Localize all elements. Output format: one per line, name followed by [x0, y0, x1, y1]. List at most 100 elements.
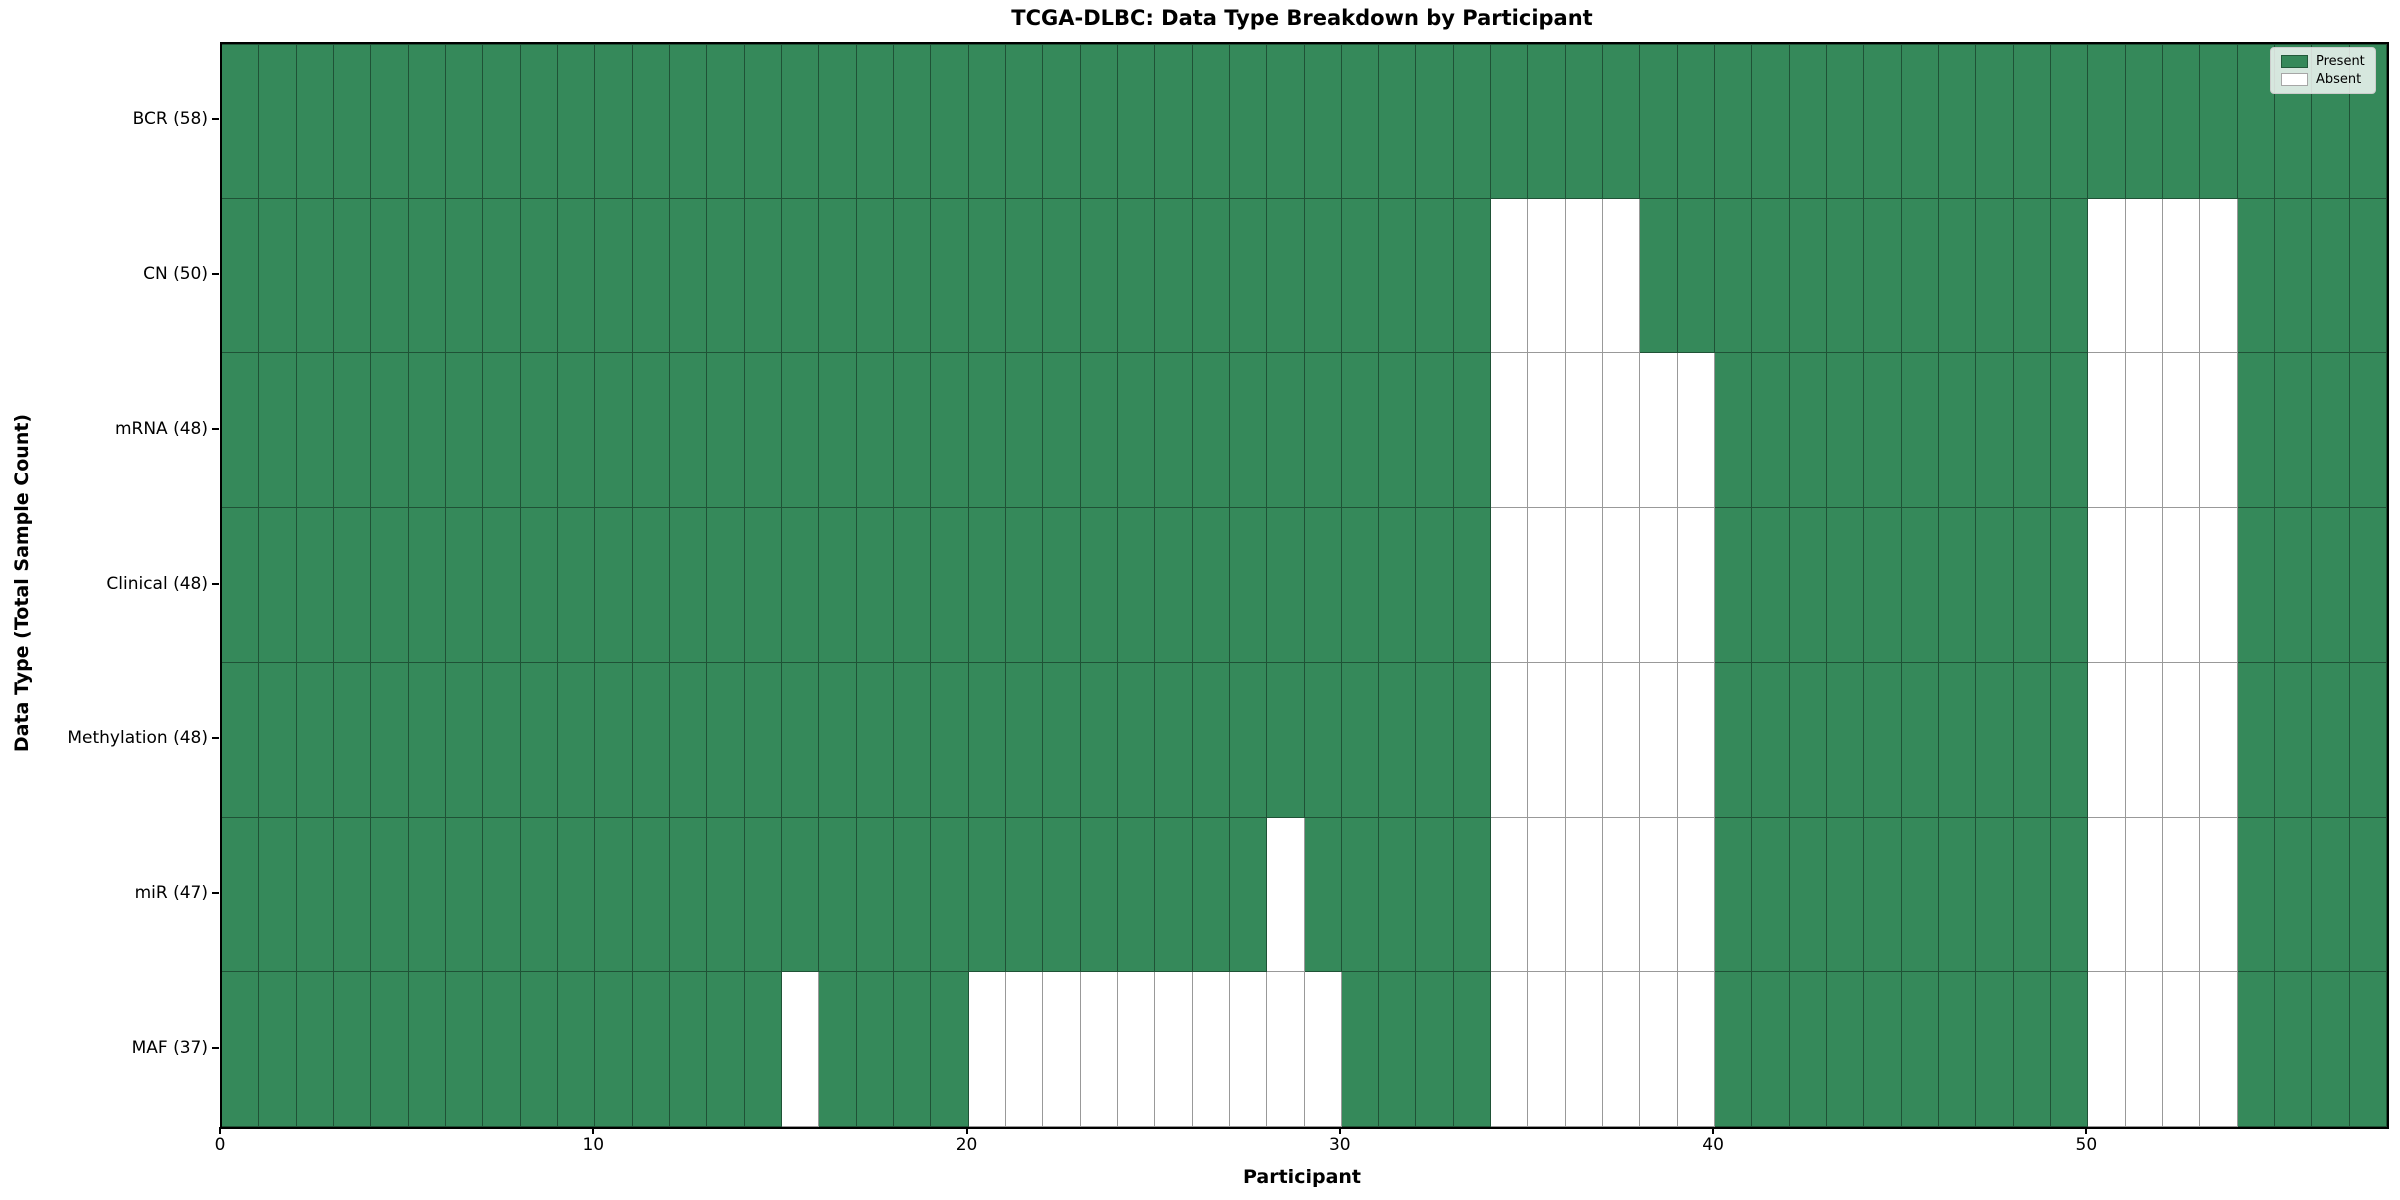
heatmap-cell	[520, 353, 558, 509]
heatmap-cell	[931, 508, 969, 663]
heatmap-cell	[1528, 44, 1566, 199]
heatmap-cell	[1976, 44, 2014, 199]
heatmap-cell	[2163, 817, 2201, 973]
heatmap-cell	[893, 44, 932, 199]
heatmap-cell	[1117, 972, 1156, 1127]
heatmap-cell	[557, 972, 596, 1127]
heatmap-cell	[2349, 508, 2387, 663]
legend-absent-label: Absent	[2316, 72, 2362, 87]
heatmap-cell	[408, 353, 446, 509]
heatmap-cell	[2051, 198, 2089, 354]
heatmap-cell	[371, 662, 409, 818]
heatmap-cell	[744, 972, 782, 1127]
heatmap-cell	[595, 353, 633, 509]
heatmap-cell	[744, 817, 782, 973]
heatmap-cell	[744, 198, 782, 354]
heatmap-cell	[1267, 198, 1305, 354]
heatmap-cell	[296, 817, 334, 973]
heatmap-cell	[1715, 44, 1753, 199]
heatmap-cell	[2312, 662, 2350, 818]
heatmap-cell	[1864, 662, 1902, 818]
heatmap-cell	[1640, 508, 1678, 663]
heatmap-cell	[1155, 817, 1193, 973]
heatmap-cell	[2163, 972, 2201, 1127]
heatmap-cell	[520, 508, 558, 663]
heatmap-cell	[1752, 817, 1790, 973]
heatmap-cell	[707, 508, 745, 663]
heatmap-cell	[1005, 44, 1044, 199]
heatmap-cell	[483, 508, 521, 663]
heatmap-cell	[371, 972, 409, 1127]
heatmap-cell	[2088, 198, 2126, 354]
heatmap-cell	[333, 817, 372, 973]
heatmap-cell	[1677, 198, 1716, 354]
heatmap-cell	[931, 353, 969, 509]
heatmap-cell	[931, 972, 969, 1127]
heatmap-cell	[1789, 353, 1828, 509]
heatmap-cell	[222, 44, 260, 199]
heatmap-cell	[669, 508, 708, 663]
heatmap-cell	[1640, 662, 1678, 818]
heatmap-cell	[707, 972, 745, 1127]
heatmap-cell	[819, 44, 857, 199]
heatmap-cell	[1864, 817, 1902, 973]
y-tick-label: BCR (58)	[132, 109, 208, 130]
heatmap-cell	[1080, 44, 1118, 199]
heatmap-cell	[1304, 662, 1342, 818]
heatmap-cell	[1379, 662, 1417, 818]
heatmap-cell	[408, 972, 446, 1127]
heatmap-cell	[1043, 972, 1081, 1127]
heatmap-cell	[333, 198, 372, 354]
heatmap-cell	[1976, 972, 2014, 1127]
heatmap-cell	[781, 198, 820, 354]
heatmap-cell	[1939, 353, 1977, 509]
heatmap-cell	[2237, 353, 2276, 509]
heatmap-cell	[1715, 817, 1753, 973]
y-tick-label: mRNA (48)	[114, 418, 208, 439]
heatmap-cell	[1117, 198, 1156, 354]
heatmap-cell	[1453, 662, 1492, 818]
heatmap-cell	[2312, 817, 2350, 973]
y-tick-mark	[212, 1046, 219, 1049]
heatmap-cell	[1379, 508, 1417, 663]
heatmap-cell	[1229, 508, 1268, 663]
heatmap-cell	[222, 817, 260, 973]
heatmap-cell	[1565, 508, 1604, 663]
heatmap-cell	[2051, 353, 2089, 509]
heatmap-cell	[931, 198, 969, 354]
heatmap-cell	[1901, 508, 1940, 663]
heatmap-cell	[1043, 662, 1081, 818]
heatmap-cell	[707, 198, 745, 354]
heatmap-cell	[557, 198, 596, 354]
heatmap-cell	[296, 198, 334, 354]
heatmap-cell	[2200, 817, 2238, 973]
heatmap-cell	[595, 44, 633, 199]
heatmap-cell	[2200, 662, 2238, 818]
heatmap-cell	[781, 508, 820, 663]
heatmap-cell	[1080, 353, 1118, 509]
heatmap-cell	[371, 353, 409, 509]
heatmap-cell	[744, 44, 782, 199]
heatmap-cell	[1752, 972, 1790, 1127]
heatmap-cell	[2088, 817, 2126, 973]
heatmap-cell	[408, 817, 446, 973]
heatmap-cell	[1565, 198, 1604, 354]
heatmap-cell	[1640, 353, 1678, 509]
heatmap-cell	[632, 508, 670, 663]
heatmap-cell	[445, 817, 484, 973]
heatmap-cell	[1565, 44, 1604, 199]
heatmap-cell	[669, 353, 708, 509]
heatmap-cell	[557, 662, 596, 818]
heatmap-cell	[1901, 353, 1940, 509]
heatmap-cell	[1155, 508, 1193, 663]
heatmap-cell	[1416, 44, 1454, 199]
heatmap-cell	[557, 817, 596, 973]
heatmap-cell	[483, 353, 521, 509]
heatmap-cell	[1155, 353, 1193, 509]
heatmap-cell	[1267, 508, 1305, 663]
heatmap-cell	[1715, 972, 1753, 1127]
heatmap-cell	[1379, 198, 1417, 354]
heatmap-cell	[1192, 508, 1230, 663]
heatmap-cell	[483, 198, 521, 354]
heatmap-cell	[1715, 508, 1753, 663]
